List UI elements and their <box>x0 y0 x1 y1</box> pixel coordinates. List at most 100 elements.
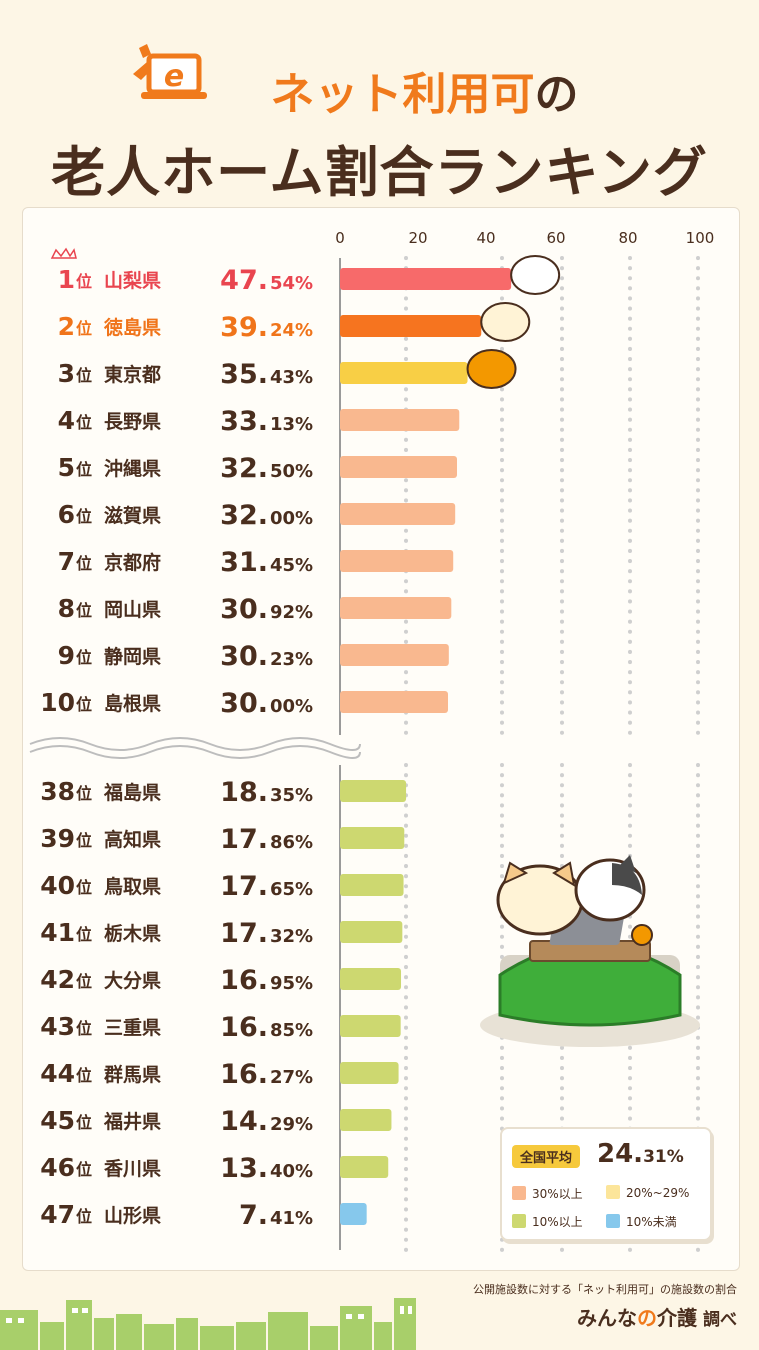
value-dec: 40% <box>270 1161 313 1182</box>
rank-number: 41 <box>40 918 75 947</box>
value-int: 17. <box>220 918 268 949</box>
x-tick-label: 20 <box>408 229 427 247</box>
value-dec: 43% <box>270 367 313 388</box>
bar <box>340 597 452 619</box>
town-skyline-illustration <box>0 1298 416 1350</box>
logo-letter: e <box>164 59 184 94</box>
prefecture-label: 徳島県 <box>103 316 161 339</box>
cats-kotatsu-illustration <box>480 855 700 1047</box>
value-int: 30. <box>220 688 268 719</box>
rank-suffix: 位 <box>76 366 92 385</box>
legend-item-30plus: 30%以上 <box>512 1185 583 1202</box>
x-tick-label: 80 <box>618 229 637 247</box>
axis-break-wave <box>29 737 361 751</box>
prefecture-label: 栃木県 <box>104 922 161 945</box>
rank-number: 44 <box>40 1059 75 1088</box>
prefecture-label: 山梨県 <box>104 269 161 292</box>
chart-panel <box>22 207 740 1271</box>
value-int: 18. <box>220 777 268 808</box>
bar <box>340 1203 367 1225</box>
value-dec: 35% <box>270 785 313 806</box>
value-dec: 65% <box>270 879 313 900</box>
prefecture-label: 岡山県 <box>104 599 161 621</box>
value-int: 30. <box>220 641 268 672</box>
brand-o: の <box>637 1306 657 1330</box>
source-note: 公開施設数に対する「ネット利用可」の施設数の割合 <box>473 1283 737 1296</box>
value-dec: 24% <box>270 320 313 341</box>
rank-number: 10 <box>40 688 75 717</box>
prefecture-label: 沖縄県 <box>104 457 161 480</box>
legend-label: 20%~29% <box>626 1186 690 1200</box>
rank-suffix: 位 <box>76 272 92 291</box>
rank-number: 2 <box>58 312 75 341</box>
value-dec: 86% <box>270 832 313 853</box>
value-int: 13. <box>220 1153 268 1184</box>
value-dec: 45% <box>270 555 313 576</box>
prefecture-label: 高知県 <box>104 828 161 851</box>
prefecture-label: 長野県 <box>104 411 161 433</box>
laptop-e-icon: e <box>133 44 207 99</box>
bar <box>340 1109 392 1131</box>
prefecture-label: 東京都 <box>104 363 161 386</box>
prefecture-label: 滋賀県 <box>104 504 161 527</box>
value-dec: 23% <box>270 649 313 670</box>
title-line-1: ネット利用可の <box>0 58 759 122</box>
legend-label: 30%以上 <box>532 1187 583 1201</box>
rank-number: 38 <box>40 777 75 806</box>
rank-number: 45 <box>40 1106 75 1135</box>
rank-suffix: 位 <box>76 784 92 803</box>
rank-suffix: 位 <box>76 695 92 714</box>
bar <box>340 968 402 990</box>
legend-box: 全国平均 24.31% 30%以上 20%~29% 10%以上 10%未満 <box>500 1127 712 1241</box>
national-average-label: 全国平均 <box>512 1145 581 1168</box>
x-tick-label: 0 <box>335 229 345 247</box>
bar <box>340 827 405 849</box>
value-int: 32. <box>220 500 268 531</box>
bar <box>340 1062 399 1084</box>
prefecture-label: 群馬県 <box>103 1063 161 1086</box>
rank-number: 4 <box>58 406 75 435</box>
cat-face-icon <box>510 255 561 295</box>
bar <box>340 921 403 943</box>
value-int: 16. <box>220 965 268 996</box>
rank-suffix: 位 <box>76 507 92 526</box>
value-int: 16. <box>220 1012 268 1043</box>
rank-suffix: 位 <box>76 601 92 620</box>
rank-suffix: 位 <box>76 554 92 573</box>
value-int: 32. <box>220 453 268 484</box>
rank-suffix: 位 <box>76 925 92 944</box>
prefecture-label: 福井県 <box>103 1110 161 1133</box>
rank-number: 8 <box>58 594 75 623</box>
bar <box>340 503 456 525</box>
rank-number: 42 <box>40 965 75 994</box>
rank-suffix: 位 <box>76 878 92 897</box>
bar <box>340 409 460 431</box>
rank-suffix: 位 <box>76 413 92 432</box>
value-int: 33. <box>220 406 268 437</box>
rank-number: 47 <box>40 1200 75 1229</box>
value-int: 35. <box>220 359 268 390</box>
bar <box>340 644 449 666</box>
value-int: 17. <box>220 824 268 855</box>
value-int: 39. <box>220 312 268 343</box>
rank-number: 3 <box>58 359 75 388</box>
value-dec: 54% <box>270 273 313 294</box>
value-dec: 95% <box>270 973 313 994</box>
value-int: 47. <box>220 265 268 296</box>
legend-item-20-29: 20%~29% <box>606 1185 689 1200</box>
title-particle: の <box>534 69 579 120</box>
cat-face-icon <box>480 302 531 342</box>
rank-suffix: 位 <box>76 1207 92 1226</box>
rank-number: 46 <box>40 1153 75 1182</box>
rank-suffix: 位 <box>76 460 92 479</box>
rank-suffix: 位 <box>76 1066 92 1085</box>
brand-b: 介護 <box>657 1306 697 1330</box>
value-int: 31. <box>220 547 268 578</box>
brand-credit: みんなの介護 調べ <box>577 1302 737 1331</box>
legend-item-10plus: 10%以上 <box>512 1213 583 1230</box>
x-tick-label: 40 <box>476 229 495 247</box>
value-int: 14. <box>220 1106 268 1137</box>
bar <box>340 315 482 337</box>
bar <box>340 362 468 384</box>
swatch-icon <box>606 1185 620 1199</box>
